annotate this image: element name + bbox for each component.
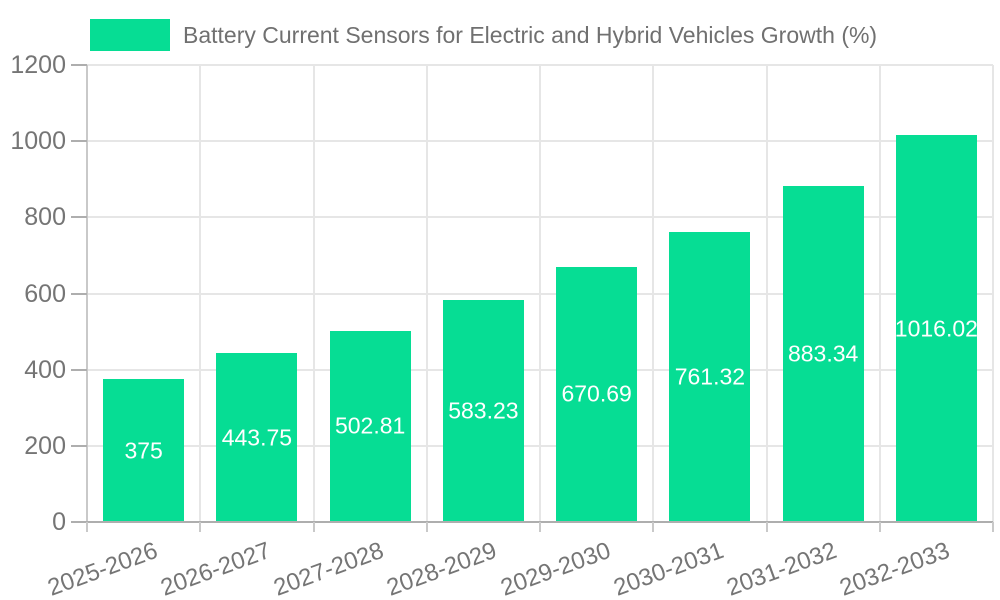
x-tick-label: 2030-2031: [610, 537, 728, 600]
legend-swatch: [90, 19, 170, 51]
y-tick-label: 400: [24, 355, 66, 384]
y-tick-label: 1000: [10, 127, 66, 156]
v-gridline: [539, 65, 541, 522]
y-tick-label: 200: [24, 431, 66, 460]
v-gridline: [652, 65, 655, 522]
x-tick-mark: [652, 522, 655, 532]
v-gridline: [199, 65, 202, 522]
y-tick-mark: [71, 444, 87, 447]
bar: [442, 299, 524, 522]
x-tick-label: 2029-2030: [496, 537, 614, 600]
bar: [103, 379, 185, 522]
bar-value-label: 375: [124, 437, 163, 464]
bar-value-label: 443.75: [221, 424, 293, 450]
v-gridline: [86, 65, 88, 522]
y-tick-mark: [71, 292, 87, 295]
y-tick-mark: [71, 216, 87, 219]
v-gridline: [312, 65, 315, 522]
x-tick-label: 2031-2032: [723, 537, 841, 600]
x-tick-mark: [199, 522, 202, 532]
bar-value-label: 583.23: [448, 397, 519, 424]
x-tick-mark: [992, 522, 994, 532]
y-tick-mark: [71, 140, 87, 143]
y-tick-mark: [71, 64, 87, 66]
x-tick-label: 2028-2029: [383, 537, 501, 600]
bar: [329, 330, 411, 522]
y-tick-label: 1200: [10, 51, 66, 79]
x-tick-mark: [312, 522, 315, 532]
y-tick-label: 800: [24, 203, 66, 232]
x-tick-label: 2026-2027: [157, 537, 275, 600]
bar: [895, 135, 977, 522]
x-tick-mark: [765, 522, 768, 532]
y-tick-mark: [71, 521, 87, 523]
x-tick-mark: [878, 522, 881, 532]
bar-value-label: 883.34: [787, 340, 859, 367]
v-gridline: [425, 65, 428, 522]
legend-label: Battery Current Sensors for Electric and…: [183, 21, 878, 48]
bar-value-label: 670.69: [561, 380, 632, 407]
bar-value-label: 761.32: [674, 363, 746, 390]
bar: [556, 266, 638, 522]
v-gridline: [878, 65, 881, 522]
x-tick-mark: [86, 522, 88, 532]
y-tick-label: 600: [24, 279, 66, 308]
x-tick-mark: [425, 522, 428, 532]
x-tick-mark: [539, 522, 541, 532]
y-tick-mark: [71, 368, 87, 371]
x-tick-label: 2032-2033: [836, 537, 954, 600]
legend: Battery Current Sensors for Electric and…: [90, 19, 877, 51]
x-tick-label: 2027-2028: [270, 537, 388, 600]
bar: [669, 232, 751, 522]
v-gridline: [765, 65, 768, 522]
bar-value-label: 502.81: [334, 412, 406, 439]
y-tick-label: 0: [52, 508, 66, 536]
v-gridline: [992, 65, 994, 522]
bar: [782, 185, 864, 522]
x-axis-line: [71, 521, 993, 523]
x-tick-label: 2025-2026: [43, 537, 161, 600]
bar-value-label: 1016.02: [894, 315, 978, 342]
bar: [216, 353, 298, 522]
